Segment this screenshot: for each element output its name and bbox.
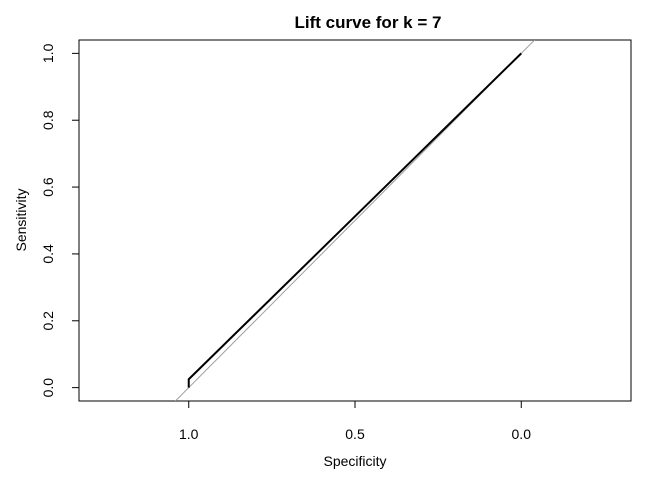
y-tick-label: 0.2 [40,311,56,331]
y-tick-label: 0.6 [40,177,56,197]
x-tick-label: 0.5 [345,426,365,442]
chart-title: Lift curve for k = 7 [295,13,442,32]
y-axis: 0.0 0.2 0.4 0.6 0.8 1.0 [40,43,80,398]
y-tick-label: 0.4 [40,244,56,264]
x-axis-label: Specificity [323,453,386,469]
x-tick-label: 0.0 [512,426,532,442]
y-tick-label: 1.0 [40,43,56,63]
series-group [187,52,522,388]
x-tick-label: 1.0 [179,426,199,442]
lift-curve-line [187,52,522,388]
y-axis-label: Sensitivity [13,188,29,251]
y-tick-label: 0.8 [40,110,56,130]
y-tick-label: 0.0 [40,378,56,398]
x-axis: 1.0 0.5 0.0 [179,400,532,442]
